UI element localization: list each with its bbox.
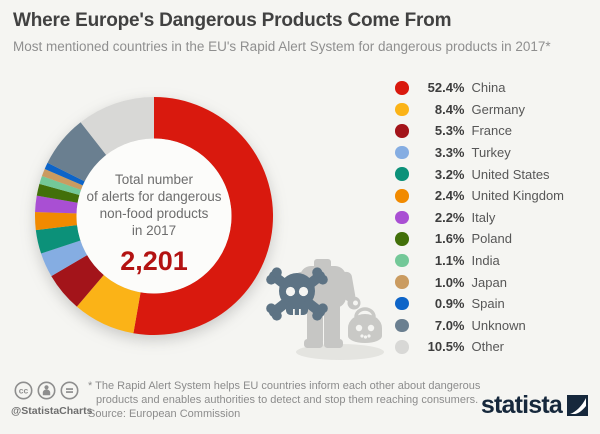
legend-country-label: United States: [471, 166, 550, 182]
cc-license: cc: [14, 381, 79, 400]
legend-color-dot: [395, 232, 409, 246]
statista-charts-handle: @StatistaCharts: [11, 405, 93, 417]
legend-country-label: Turkey: [471, 145, 511, 161]
legend-country-label: Other: [471, 339, 505, 355]
legend: 52.4% China 8.4% Germany 5.3% France 3.3…: [395, 77, 564, 358]
legend-percent-label: 7.0%: [434, 317, 465, 333]
legend-color-dot: [395, 124, 409, 138]
legend-percent-label: 3.2%: [434, 166, 465, 182]
legend-item-united-kingdom: 2.4% United Kingdom: [395, 185, 564, 207]
legend-percent-label: 0.9%: [434, 296, 465, 312]
donut-segment-spain: [44, 162, 85, 186]
donut-segment-poland: [36, 183, 80, 203]
legend-color-dot: [395, 145, 409, 160]
center-label-line: of alerts for dangerous: [86, 189, 222, 204]
legend-color-dot: [395, 296, 409, 311]
legend-country-label: India: [471, 253, 500, 269]
donut-segment-china: [133, 97, 274, 335]
legend-item-poland: 1.6% Poland: [395, 228, 564, 250]
legend-color-dot: [395, 189, 409, 203]
legend-country-label: United Kingdom: [471, 188, 565, 204]
legend-country-label: China: [471, 80, 506, 96]
statista-logo-icon: [567, 395, 588, 416]
legend-percent-label: 2.2%: [434, 209, 465, 225]
donut-segment-other: [80, 97, 154, 155]
legend-percent-label: 1.6%: [434, 231, 465, 247]
legend-item-china: 52.4% China: [395, 77, 564, 99]
legend-percent-label: 8.4%: [434, 101, 465, 117]
legend-item-france: 5.3% France: [395, 120, 564, 142]
cc-nd-icon: [60, 381, 79, 400]
donut-segment-india: [39, 175, 82, 196]
legend-color-dot: [395, 275, 409, 289]
legend-percent-label: 1.1%: [434, 253, 465, 269]
legend-item-spain: 0.9% Spain: [395, 293, 564, 315]
donut-center-disc: [76, 138, 232, 294]
footnote: * The Rapid Alert System helps EU countr…: [88, 379, 480, 407]
legend-country-label: Unknown: [471, 317, 526, 333]
legend-percent-label: 52.4%: [427, 80, 465, 96]
donut-segment-unknown: [47, 122, 107, 182]
skull-crossbones-illustration: [266, 259, 384, 360]
legend-item-italy: 2.2% Italy: [395, 207, 564, 229]
donut-segment-japan: [41, 168, 83, 190]
legend-country-label: Germany: [471, 101, 525, 117]
legend-country-label: Poland: [471, 231, 512, 247]
legend-percent-label: 1.0%: [434, 274, 465, 290]
legend-percent-label: 10.5%: [427, 339, 465, 355]
legend-color-dot: [395, 253, 409, 268]
legend-color-dot: [395, 102, 409, 117]
donut-segment-united-states: [35, 225, 81, 254]
page-subtitle: Most mentioned countries in the EU's Rap…: [13, 39, 551, 54]
legend-item-turkey: 3.3% Turkey: [395, 142, 564, 164]
legend-color-dot: [395, 81, 409, 95]
legend-color-dot: [395, 210, 409, 225]
source-label: Source: European Commission: [88, 408, 241, 420]
legend-item-other: 10.5% Other: [395, 336, 564, 358]
legend-item-india: 1.1% India: [395, 250, 564, 272]
legend-percent-label: 2.4%: [434, 188, 465, 204]
legend-item-germany: 8.4% Germany: [395, 99, 564, 121]
legend-country-label: Italy: [471, 209, 496, 225]
skull-icon: [266, 267, 328, 321]
footnote-line-2: products and enables authorities to dete…: [96, 394, 479, 406]
legend-country-label: Japan: [471, 274, 507, 290]
legend-color-dot: [395, 318, 409, 333]
donut-segment-united-kingdom: [35, 212, 78, 231]
donut-chart: [35, 97, 274, 335]
legend-color-dot: [395, 167, 409, 181]
donut-segment-germany: [76, 275, 141, 334]
statista-logo: statista: [481, 391, 588, 420]
donut-segment-france: [51, 255, 104, 307]
page-title: Where Europe's Dangerous Products Come F…: [13, 10, 452, 31]
legend-country-label: France: [471, 123, 512, 139]
statista-logo-text: statista: [480, 391, 563, 419]
legend-color-dot: [395, 340, 409, 354]
cc-icon: cc: [14, 381, 33, 400]
donut-segment-turkey: [41, 240, 88, 277]
legend-item-united-states: 3.2% United States: [395, 163, 564, 185]
svg-text:cc: cc: [19, 386, 29, 396]
donut-center-value: 2,201: [120, 246, 188, 276]
legend-country-label: Spain: [471, 296, 505, 312]
legend-item-japan: 1.0% Japan: [395, 271, 564, 293]
center-label-line: non-food products: [99, 206, 209, 221]
donut-center-label: Total number of alerts for dangerous non…: [54, 171, 254, 277]
footnote-line-1: * The Rapid Alert System helps EU countr…: [88, 380, 481, 392]
donut-segment-italy: [35, 195, 78, 214]
legend-item-unknown: 7.0% Unknown: [395, 315, 564, 337]
legend-percent-label: 5.3%: [434, 123, 465, 139]
center-label-line: in 2017: [131, 223, 177, 238]
center-label-line: Total number: [114, 172, 194, 187]
cc-by-attribution-icon: [37, 381, 56, 400]
basket-illustration: [348, 307, 382, 343]
legend-percent-label: 3.3%: [434, 145, 465, 161]
